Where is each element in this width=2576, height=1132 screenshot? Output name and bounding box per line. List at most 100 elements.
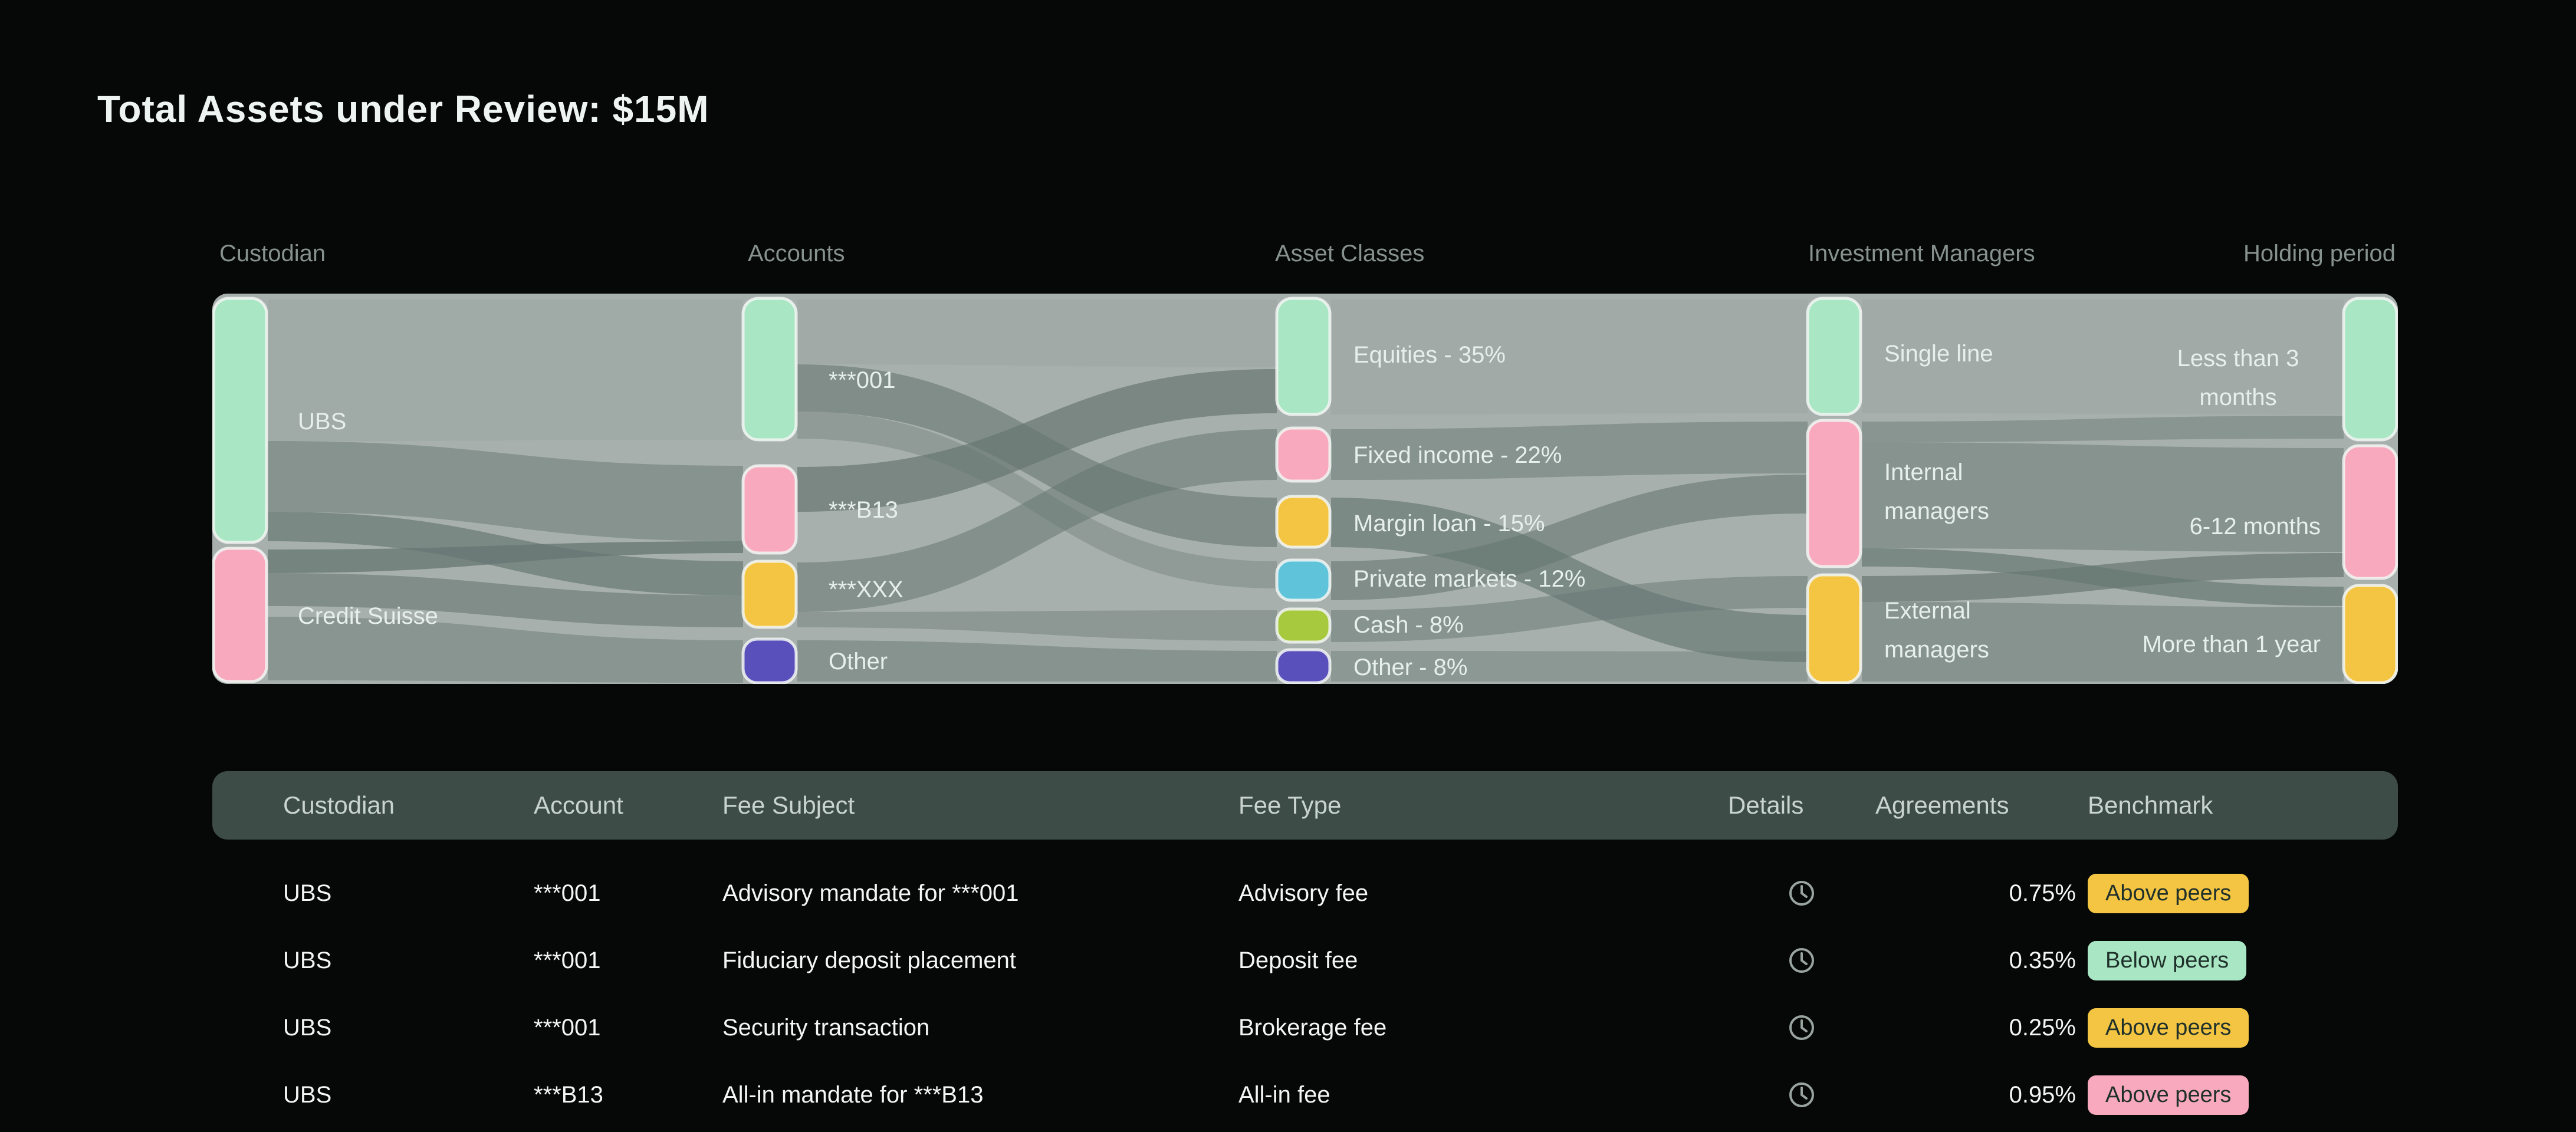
label-asset-private-markets: Private markets - 12% <box>1353 566 1586 592</box>
col-header-fee-subject: Fee Subject <box>722 791 855 819</box>
sankey-flow <box>1862 602 2344 682</box>
sankey-flow <box>1331 576 1808 642</box>
label-holding-less-3-months: Less than 3 months <box>2177 345 2299 410</box>
cell-fee-type: Brokerage fee <box>1238 1014 1387 1041</box>
cell-fee-type: Deposit fee <box>1238 947 1358 973</box>
col-header-account: Account <box>534 791 623 819</box>
cell-account: ***B13 <box>534 1081 603 1108</box>
sankey-flow <box>1331 422 1808 480</box>
benchmark-badge: Above peers <box>2088 1075 2249 1115</box>
cell-fee-subject: Fiduciary deposit placement <box>722 947 1017 973</box>
label-manager-internal: Internal managers <box>1884 459 1989 524</box>
page-title: Total Assets under Review: $15M <box>97 88 709 130</box>
clock-icon <box>1789 1082 1814 1107</box>
agreement-rate: 0.35% <box>2009 947 2076 973</box>
node-manager-external <box>1806 573 1862 684</box>
cell-account: ***001 <box>534 1014 601 1041</box>
label-holding-more-1-year: More than 1 year <box>2142 631 2321 657</box>
cell-fee-subject: All-in mandate for ***B13 <box>722 1081 984 1108</box>
sankey-flow <box>268 541 743 573</box>
cell-fee-subject: Advisory mandate for ***001 <box>722 880 1019 906</box>
table-row[interactable]: UBS ***001 Fiduciary deposit placement D… <box>212 927 2398 994</box>
benchmark-badge: Above peers <box>2088 873 2249 913</box>
sankey-flow <box>797 610 1277 641</box>
sankey-flow <box>1331 498 1808 662</box>
label-asset-margin-loan: Margin loan - 15% <box>1353 511 1545 537</box>
label-custodian-credit-suisse: Credit Suisse <box>298 603 438 629</box>
col-header-custodian: Custodian <box>283 791 395 819</box>
details-button[interactable] <box>1728 947 1875 974</box>
clock-icon <box>1789 1015 1814 1040</box>
sankey-flow <box>1862 416 2344 442</box>
node-holding-more-1-year <box>2342 584 2398 684</box>
label-custodian-ubs: UBS <box>298 409 347 435</box>
node-asset-margin-loan <box>1275 495 1332 549</box>
sankey-flow <box>268 441 743 541</box>
sankey-col-header-investment-managers: Investment Managers <box>1808 241 2035 266</box>
sankey-flow <box>1862 442 2344 552</box>
details-button[interactable] <box>1728 1081 1875 1108</box>
sankey-flow <box>1331 300 1808 414</box>
sankey-flow <box>268 573 743 627</box>
sankey-flow <box>1862 300 2344 414</box>
agreement-rate: 0.75% <box>2009 880 2076 906</box>
sankey-diagram <box>212 294 2398 684</box>
label-manager-single-line: Single line <box>1884 341 1993 367</box>
sankey-flow <box>797 429 1277 612</box>
label-manager-external: External managers <box>1884 598 1989 663</box>
cell-custodian: UBS <box>283 880 332 906</box>
sankey-flow <box>1331 651 1808 682</box>
clock-icon <box>1789 881 1814 906</box>
label-asset-fixed-income: Fixed income - 22% <box>1353 442 1562 468</box>
sankey-flow <box>1331 475 1808 600</box>
sankey-flow <box>797 640 1277 682</box>
sankey-col-header-asset-classes: Asset Classes <box>1275 241 1425 266</box>
node-asset-other <box>1275 648 1332 684</box>
node-custodian-credit-suisse <box>212 547 268 683</box>
sankey-flow <box>797 369 1277 512</box>
node-holding-6-12-months <box>2342 444 2398 580</box>
node-manager-internal <box>1806 419 1862 568</box>
details-button[interactable] <box>1728 880 1875 907</box>
sankey-nodes <box>212 297 2398 684</box>
node-holding-less-3-months <box>2342 297 2398 442</box>
table-row[interactable]: UBS ***001 Security transaction Brokerag… <box>212 994 2398 1061</box>
node-account-001 <box>741 297 798 442</box>
table-row[interactable]: UBS ***001 Advisory mandate for ***001 A… <box>212 860 2398 927</box>
node-custodian-ubs <box>212 297 268 544</box>
sankey-col-header-custodian: Custodian <box>219 241 326 266</box>
details-button[interactable] <box>1728 1014 1875 1041</box>
sankey-flow <box>797 300 1277 367</box>
fee-table-header: Custodian Account Fee Subject Fee Type D… <box>212 771 2398 840</box>
cell-fee-subject: Security transaction <box>722 1014 930 1041</box>
col-header-fee-type: Fee Type <box>1238 791 1342 819</box>
benchmark-badge: Above peers <box>2088 1008 2249 1048</box>
node-asset-fixed-income <box>1275 426 1332 483</box>
node-account-other <box>741 637 798 684</box>
node-account-xxx <box>741 560 798 629</box>
col-header-details: Details <box>1728 791 1804 819</box>
label-account-b13: ***B13 <box>829 497 898 523</box>
sankey-flows <box>268 300 2344 683</box>
sankey-flow <box>1862 553 2344 602</box>
sankey-col-header-accounts: Accounts <box>748 241 845 266</box>
cell-fee-type: Advisory fee <box>1238 880 1369 906</box>
col-header-agreements: Agreements <box>1875 791 2009 819</box>
sankey-flow <box>268 617 743 683</box>
label-holding-6-12-months: 6-12 months <box>2189 514 2321 539</box>
node-asset-equities <box>1275 297 1332 416</box>
label-asset-equities: Equities - 35% <box>1353 342 1506 368</box>
cell-custodian: UBS <box>283 1014 332 1041</box>
sankey-flow <box>268 300 743 441</box>
node-asset-cash <box>1275 607 1332 644</box>
agreement-rate: 0.25% <box>2009 1014 2076 1041</box>
cell-account: ***001 <box>534 880 601 906</box>
label-account-001: ***001 <box>829 367 896 393</box>
table-row[interactable]: UBS ***B13 All-in mandate for ***B13 All… <box>212 1061 2398 1128</box>
benchmark-badge: Below peers <box>2088 940 2247 980</box>
cell-custodian: UBS <box>283 947 332 973</box>
cell-fee-type: All-in fee <box>1238 1081 1330 1108</box>
cell-custodian: UBS <box>283 1081 332 1108</box>
sankey-col-header-holding-period: Holding period <box>2243 241 2396 266</box>
